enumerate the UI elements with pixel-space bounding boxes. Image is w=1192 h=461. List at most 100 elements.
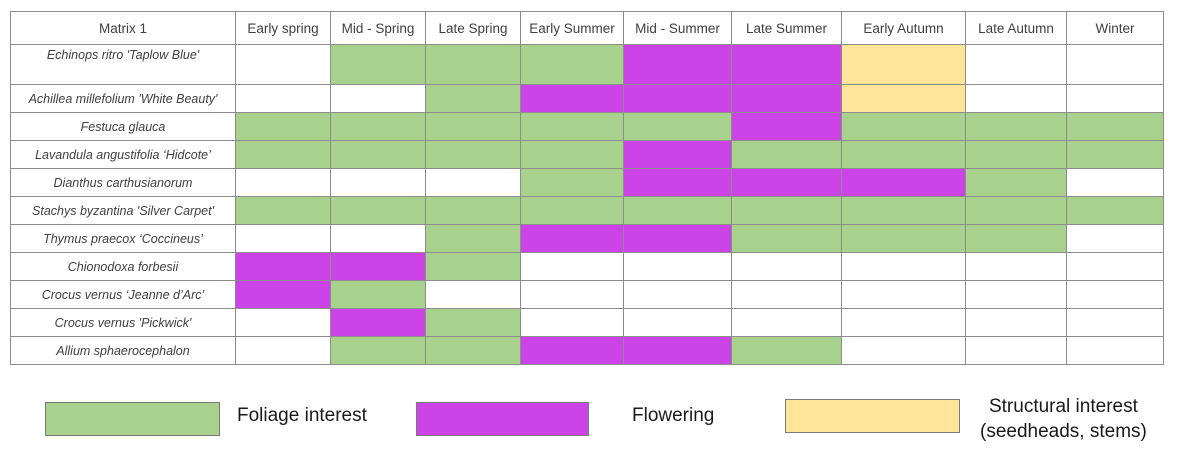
interest-cell bbox=[731, 196, 842, 225]
interest-cell bbox=[520, 224, 624, 253]
season-header: Early spring bbox=[235, 11, 331, 45]
plant-name: Festuca glauca bbox=[10, 112, 236, 141]
legend-label-foliage: Foliage interest bbox=[237, 405, 367, 426]
interest-cell bbox=[841, 280, 966, 309]
interest-cell bbox=[965, 280, 1067, 309]
interest-cell bbox=[731, 140, 842, 169]
season-header: Mid - Summer bbox=[623, 11, 732, 45]
interest-cell bbox=[1066, 336, 1164, 365]
interest-cell bbox=[1066, 252, 1164, 281]
interest-cell bbox=[330, 252, 426, 281]
interest-cell bbox=[731, 224, 842, 253]
interest-cell bbox=[841, 112, 966, 141]
interest-cell bbox=[330, 84, 426, 113]
interest-cell bbox=[623, 84, 732, 113]
interest-cell bbox=[235, 308, 331, 337]
table-row: Echinops ritro 'Taplow Blue' bbox=[10, 44, 1164, 85]
table-row: Chionodoxa forbesii bbox=[10, 252, 1164, 281]
interest-cell bbox=[330, 44, 426, 85]
interest-cell bbox=[1066, 224, 1164, 253]
interest-cell bbox=[425, 196, 521, 225]
interest-cell bbox=[1066, 140, 1164, 169]
interest-cell bbox=[965, 168, 1067, 197]
legend-label-structural-line1: Structural interest bbox=[988, 396, 1138, 417]
interest-cell bbox=[623, 280, 732, 309]
interest-cell bbox=[965, 196, 1067, 225]
legend-label-flowering: Flowering bbox=[632, 405, 715, 426]
interest-cell bbox=[520, 308, 624, 337]
legend-label-structural-line2: (seedheads, stems) bbox=[980, 421, 1147, 442]
interest-cell bbox=[330, 336, 426, 365]
interest-cell bbox=[425, 44, 521, 85]
season-header: Late Summer bbox=[731, 11, 842, 45]
interest-cell bbox=[425, 280, 521, 309]
matrix-body: Echinops ritro 'Taplow Blue' Achillea mil… bbox=[10, 44, 1164, 365]
interest-cell bbox=[425, 224, 521, 253]
interest-cell bbox=[520, 252, 624, 281]
legend-swatch-flowering bbox=[416, 402, 589, 436]
interest-cell bbox=[235, 252, 331, 281]
interest-cell bbox=[520, 140, 624, 169]
interest-cell bbox=[731, 336, 842, 365]
interest-cell bbox=[1066, 280, 1164, 309]
interest-cell bbox=[731, 168, 842, 197]
interest-cell bbox=[965, 44, 1067, 85]
interest-cell bbox=[330, 308, 426, 337]
interest-cell bbox=[731, 112, 842, 141]
interest-cell bbox=[330, 196, 426, 225]
table-row: Achillea millefolium 'White Beauty' bbox=[10, 84, 1164, 113]
interest-cell bbox=[1066, 112, 1164, 141]
interest-cell bbox=[965, 336, 1067, 365]
interest-cell bbox=[623, 308, 732, 337]
table-row: Thymus praecox ‘Coccineus’ bbox=[10, 224, 1164, 253]
interest-cell bbox=[330, 140, 426, 169]
interest-cell bbox=[425, 308, 521, 337]
interest-cell bbox=[520, 336, 624, 365]
interest-cell bbox=[425, 112, 521, 141]
interest-cell bbox=[965, 112, 1067, 141]
interest-cell bbox=[731, 308, 842, 337]
interest-cell bbox=[235, 84, 331, 113]
interest-cell bbox=[520, 44, 624, 85]
plant-name: Echinops ritro 'Taplow Blue' bbox=[10, 44, 236, 85]
legend-swatch-foliage bbox=[45, 402, 220, 436]
interest-cell bbox=[965, 140, 1067, 169]
interest-cell bbox=[330, 112, 426, 141]
interest-cell bbox=[235, 336, 331, 365]
interest-cell bbox=[731, 84, 842, 113]
interest-cell bbox=[841, 84, 966, 113]
table-row: Stachys byzantina 'Silver Carpet' bbox=[10, 196, 1164, 225]
table-row: Crocus vernus ‘Jeanne d’Arc’ bbox=[10, 280, 1164, 309]
interest-cell bbox=[425, 252, 521, 281]
table-row: Festuca glauca bbox=[10, 112, 1164, 141]
plant-name: Achillea millefolium 'White Beauty' bbox=[10, 84, 236, 113]
season-header: Early Autumn bbox=[841, 11, 966, 45]
interest-cell bbox=[841, 140, 966, 169]
interest-cell bbox=[841, 168, 966, 197]
interest-cell bbox=[520, 84, 624, 113]
interest-cell bbox=[1066, 196, 1164, 225]
table-row: Dianthus carthusianorum bbox=[10, 168, 1164, 197]
season-header: Late Autumn bbox=[965, 11, 1067, 45]
interest-cell bbox=[841, 224, 966, 253]
table-row: Crocus vernus 'Pickwick' bbox=[10, 308, 1164, 337]
interest-cell bbox=[330, 280, 426, 309]
corner-label: Matrix 1 bbox=[10, 11, 236, 45]
interest-cell bbox=[841, 336, 966, 365]
interest-cell bbox=[965, 224, 1067, 253]
interest-cell bbox=[520, 112, 624, 141]
plant-name: Lavandula angustifolia ‘Hidcote’ bbox=[10, 140, 236, 169]
interest-cell bbox=[731, 252, 842, 281]
interest-cell bbox=[425, 168, 521, 197]
interest-cell bbox=[841, 44, 966, 85]
interest-cell bbox=[330, 224, 426, 253]
interest-cell bbox=[623, 336, 732, 365]
header-row: Matrix 1 Early spring Mid - Spring Late … bbox=[10, 11, 1164, 45]
interest-cell bbox=[425, 336, 521, 365]
plant-name: Crocus vernus ‘Jeanne d’Arc’ bbox=[10, 280, 236, 309]
interest-cell bbox=[841, 252, 966, 281]
interest-cell bbox=[1066, 44, 1164, 85]
season-header: Mid - Spring bbox=[330, 11, 426, 45]
interest-cell bbox=[623, 112, 732, 141]
season-header: Early Summer bbox=[520, 11, 624, 45]
